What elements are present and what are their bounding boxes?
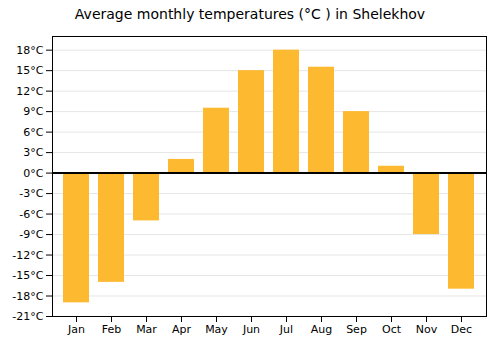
svg-text:Jun: Jun (242, 323, 260, 336)
svg-text:15°C: 15°C (16, 64, 43, 77)
svg-text:Nov: Nov (416, 323, 438, 336)
svg-text:3°C: 3°C (23, 146, 43, 159)
html-text:Average monthly temperatures (: Average monthly temperatures (°C ) in Sh… (74, 6, 426, 22)
svg-text:Aug: Aug (311, 323, 332, 336)
svg-text:-9°C: -9°C (19, 228, 43, 241)
svg-text:-12°C: -12°C (12, 249, 43, 262)
svg-text:Dec: Dec (451, 323, 472, 336)
svg-text:Feb: Feb (102, 323, 121, 336)
svg-text:Mar: Mar (136, 323, 157, 336)
svg-text:Oct: Oct (382, 323, 402, 336)
svg-text:-18°C: -18°C (12, 290, 43, 303)
svg-text:18°C: 18°C (16, 44, 43, 57)
svg-text:May: May (205, 323, 228, 336)
svg-text:Sep: Sep (346, 323, 367, 336)
svg-text:-15°C: -15°C (12, 269, 43, 282)
svg-text:Jan: Jan (67, 323, 85, 336)
svg-text:0°C: 0°C (23, 167, 43, 180)
svg-text:9°C: 9°C (23, 105, 43, 118)
svg-text:-3°C: -3°C (19, 187, 43, 200)
svg-text:-6°C: -6°C (19, 208, 43, 221)
svg-text:Apr: Apr (172, 323, 192, 336)
svg-text:-21°C: -21°C (12, 310, 43, 323)
svg-text:6°C: 6°C (23, 126, 43, 139)
svg-text:Jul: Jul (279, 323, 293, 336)
svg-text:12°C: 12°C (16, 85, 43, 98)
